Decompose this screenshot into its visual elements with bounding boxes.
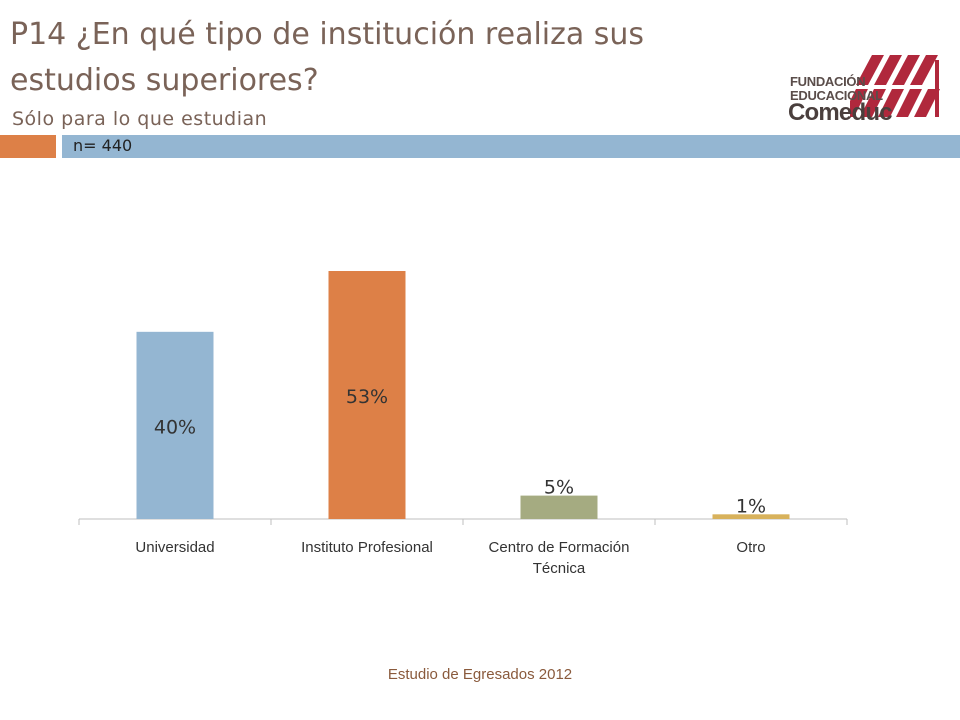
accent-band-orange (0, 135, 56, 158)
x-tick-label: Técnica (533, 560, 586, 577)
bar-4 (712, 514, 790, 519)
data-label: 53% (346, 386, 388, 408)
comeduc-logo: FUNDACIÓN EDUCACIONAL Comeduc (770, 55, 945, 130)
bar-2 (328, 271, 406, 519)
data-label: 5% (544, 477, 574, 499)
x-tick-label: Universidad (135, 539, 214, 556)
bar-3 (520, 495, 598, 519)
slide-title: P14 ¿En qué tipo de institución realiza … (10, 17, 645, 98)
logo-text-comeduc: Comeduc (788, 99, 893, 126)
logo-text-educacional: EDUCACIONAL (790, 88, 883, 103)
bar-1 (136, 331, 214, 519)
logo-text-fundacion: FUNDACIÓN (790, 74, 866, 89)
data-label: 40% (154, 416, 196, 438)
x-tick-label: Centro de Formación (489, 539, 630, 556)
x-tick-label: Instituto Profesional (301, 539, 433, 556)
accent-band-blue (62, 135, 960, 158)
data-label: 1% (736, 495, 766, 517)
sample-size-label: n= 440 (73, 136, 133, 155)
logo-stripes-icon (850, 55, 940, 117)
footer-text: Estudio de Egresados 2012 (387, 666, 573, 683)
x-tick-label: Otro (736, 539, 765, 556)
slide-subtitle: Sólo para lo que estudian (12, 108, 268, 130)
